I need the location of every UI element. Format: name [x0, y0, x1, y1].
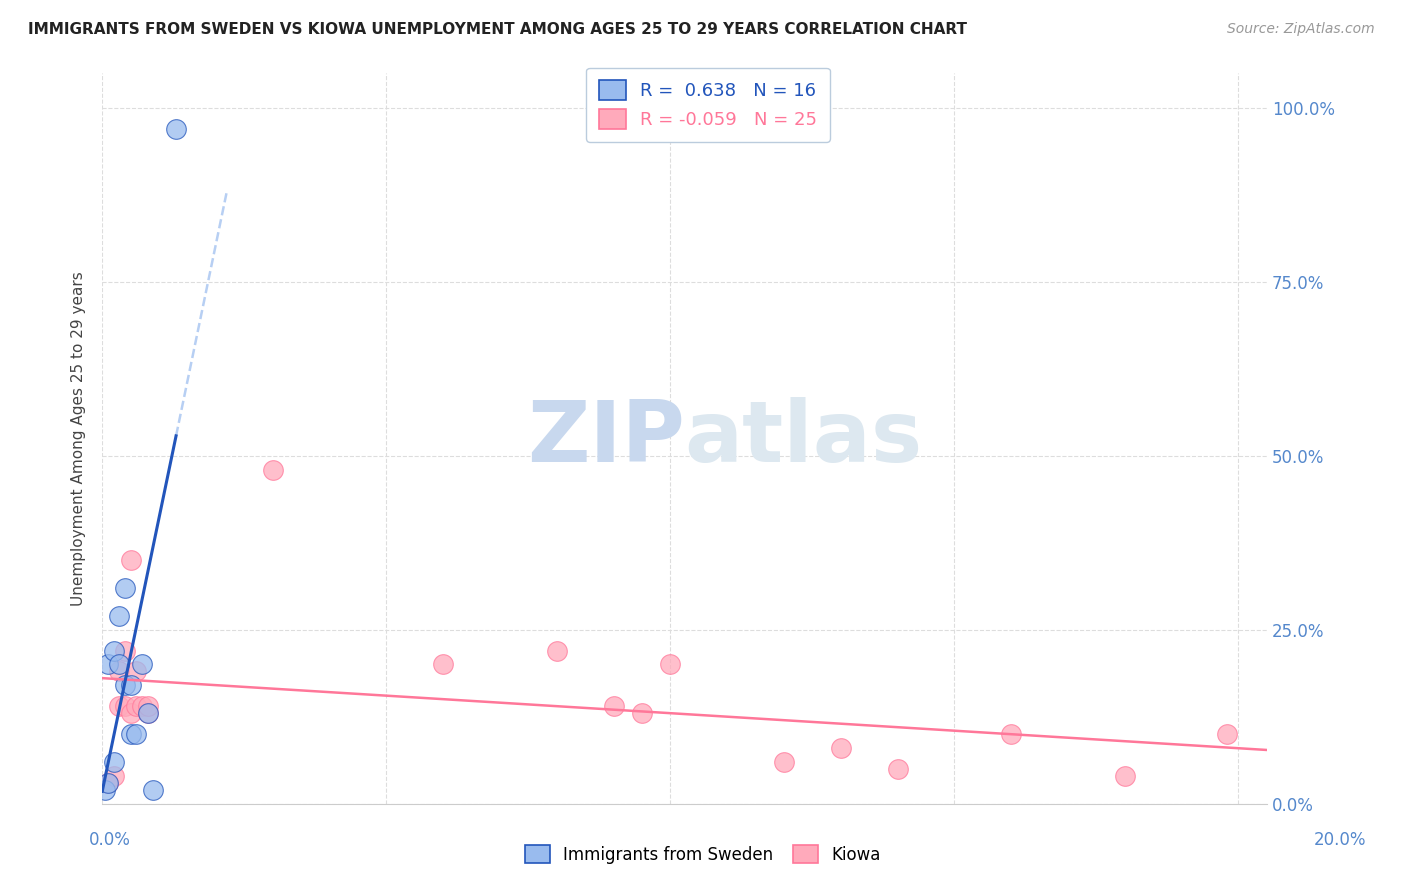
Point: [1000, 727, 1022, 741]
Point: [120, 553, 142, 567]
Point: [432, 657, 454, 672]
Point: [142, 782, 165, 797]
Point: [108, 699, 131, 714]
Legend: R =  0.638   N = 16, R = -0.059   N = 25: R = 0.638 N = 16, R = -0.059 N = 25: [586, 68, 830, 142]
Text: ZIP: ZIP: [527, 397, 685, 480]
Point: [631, 706, 654, 720]
Point: [97, 775, 120, 789]
Point: [886, 762, 908, 776]
Point: [125, 665, 148, 679]
Text: IMMIGRANTS FROM SWEDEN VS KIOWA UNEMPLOYMENT AMONG AGES 25 TO 29 YEARS CORRELATI: IMMIGRANTS FROM SWEDEN VS KIOWA UNEMPLOY…: [28, 22, 967, 37]
Point: [1216, 727, 1239, 741]
Point: [103, 643, 125, 657]
Point: [830, 740, 852, 755]
Point: [546, 643, 568, 657]
Legend: Immigrants from Sweden, Kiowa: Immigrants from Sweden, Kiowa: [519, 838, 887, 871]
Point: [773, 755, 796, 769]
Point: [108, 657, 131, 672]
Y-axis label: Unemployment Among Ages 25 to 29 years: Unemployment Among Ages 25 to 29 years: [72, 271, 86, 606]
Point: [108, 665, 131, 679]
Point: [120, 706, 142, 720]
Point: [114, 643, 136, 657]
Point: [108, 608, 131, 623]
Point: [136, 699, 159, 714]
Point: [136, 706, 159, 720]
Point: [125, 727, 148, 741]
Point: [131, 657, 153, 672]
Point: [1114, 769, 1136, 783]
Text: 0.0%: 0.0%: [89, 831, 131, 849]
Point: [136, 706, 159, 720]
Point: [114, 581, 136, 595]
Point: [131, 699, 153, 714]
Point: [114, 699, 136, 714]
Point: [94, 782, 117, 797]
Point: [103, 755, 125, 769]
Text: Source: ZipAtlas.com: Source: ZipAtlas.com: [1227, 22, 1375, 37]
Point: [97, 657, 120, 672]
Text: 20.0%: 20.0%: [1313, 831, 1367, 849]
Point: [125, 699, 148, 714]
Text: atlas: atlas: [685, 397, 922, 480]
Point: [262, 463, 284, 477]
Point: [97, 775, 120, 789]
Point: [602, 699, 624, 714]
Point: [165, 121, 187, 136]
Point: [114, 678, 136, 692]
Point: [659, 657, 682, 672]
Point: [103, 769, 125, 783]
Point: [120, 727, 142, 741]
Point: [120, 678, 142, 692]
